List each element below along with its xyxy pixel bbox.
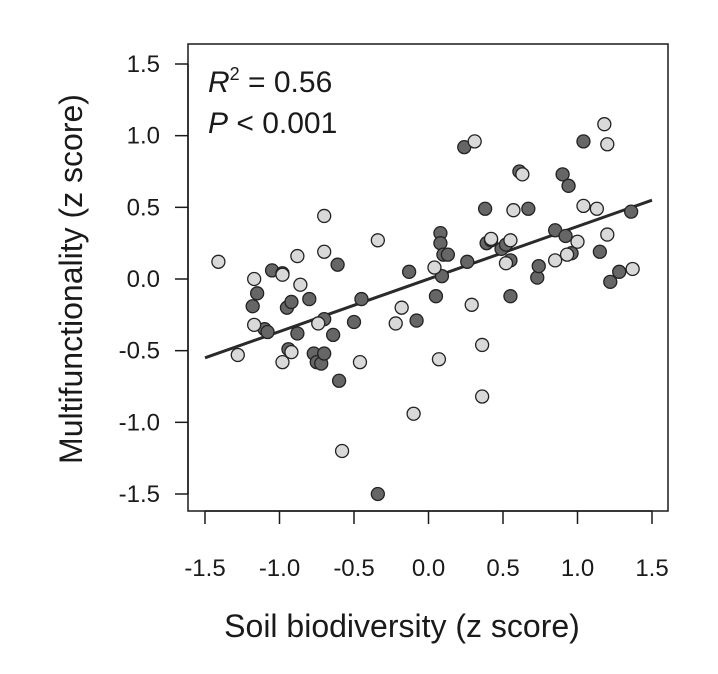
dark-data-point — [354, 291, 369, 307]
light-data-point — [427, 260, 442, 275]
light-data-point — [498, 256, 514, 271]
dark-data-point — [428, 289, 444, 304]
y-tick-label: 1.0 — [127, 123, 160, 150]
dark-data-point — [623, 204, 639, 219]
light-data-point — [388, 316, 403, 331]
dark-data-point — [302, 291, 317, 307]
y-tick-label: 1.5 — [127, 51, 160, 78]
regression-line-layer — [204, 198, 653, 360]
y-tick-label: 0.5 — [127, 194, 160, 221]
light-data-point — [284, 344, 299, 360]
y-tick-label: 0.0 — [127, 266, 160, 293]
dark-data-point — [325, 327, 341, 343]
x-axis-title: Soil biodiversity (z score) — [224, 608, 580, 644]
light-data-point — [483, 231, 499, 247]
light-data-point — [311, 316, 326, 331]
light-data-point — [625, 261, 640, 277]
light-data-point — [247, 317, 262, 333]
light-data-point — [275, 354, 290, 370]
dark-data-point — [401, 264, 417, 279]
r-squared-value: = 0.56 — [240, 66, 333, 99]
dark-data-point — [603, 274, 618, 290]
light-data-point — [503, 233, 518, 248]
regression-line — [204, 198, 653, 360]
light-data-point — [275, 267, 290, 282]
p-value-symbol: P — [208, 107, 228, 140]
p-value-text: < 0.001 — [228, 107, 337, 140]
light-data-point — [600, 137, 615, 152]
light-data-point — [370, 233, 385, 248]
dark-data-point — [503, 289, 518, 304]
light-data-point — [506, 203, 521, 218]
dark-data-point — [330, 257, 345, 272]
dark-data-point — [290, 326, 305, 341]
dark-data-point — [346, 314, 362, 330]
light-data-point — [597, 117, 612, 132]
light-data-point — [317, 208, 332, 224]
light-data-point — [211, 254, 226, 269]
dark-data-point — [409, 313, 424, 328]
light-data-point — [406, 406, 421, 421]
dark-data-point — [249, 286, 265, 301]
light-data-point — [290, 248, 305, 264]
dark-data-point — [370, 486, 385, 502]
dark-data-point — [440, 247, 456, 262]
light-data-point — [334, 443, 350, 459]
y-tick-label: -1.0 — [119, 409, 160, 436]
dark-data-point — [245, 299, 260, 314]
r-squared-symbol: R — [208, 66, 230, 99]
x-tick-label: 1.0 — [561, 555, 594, 582]
dark-data-point — [460, 254, 475, 269]
x-tick-label: 1.5 — [635, 555, 668, 582]
dark-data-point — [531, 258, 546, 274]
x-tick-label: -1.0 — [259, 555, 300, 582]
dark-data-point — [317, 346, 332, 361]
y-axis: 1.5 1.0 0.5 0.0 -0.5 -1.0 -1.5 — [119, 51, 189, 508]
light-data-point — [515, 167, 530, 182]
light-data-point — [474, 337, 490, 353]
dark-data-point — [576, 134, 591, 149]
y-tick-label: -0.5 — [119, 338, 160, 365]
light-data-point — [548, 253, 563, 268]
dark-data-point — [521, 201, 536, 216]
dark-data-point — [331, 373, 347, 388]
light-data-point — [570, 234, 585, 249]
x-tick-label: -0.5 — [333, 555, 374, 582]
light-data-point — [559, 247, 575, 262]
y-tick-label: -1.5 — [119, 481, 160, 508]
light-data-point — [317, 244, 332, 259]
dark-data-point — [558, 228, 573, 244]
r-squared-superscript: 2 — [230, 64, 240, 84]
dark-data-point — [561, 178, 576, 193]
light-data-point — [352, 354, 368, 370]
dark-data-point — [260, 324, 275, 340]
light-data-point — [394, 300, 409, 315]
x-tick-label: 0.0 — [412, 555, 445, 582]
p-value-annotation: P < 0.001 — [208, 107, 337, 140]
dark-data-point — [477, 201, 493, 216]
dark-data-point — [555, 167, 570, 182]
x-tick-label: 0.5 — [486, 555, 519, 582]
x-axis: -1.5 -1.0 -0.5 0.0 0.5 1.0 1.5 — [184, 510, 669, 582]
light-data-point — [247, 271, 262, 287]
dark-data-point — [612, 264, 627, 279]
dark-data-point — [284, 294, 299, 310]
light-data-point — [467, 134, 482, 149]
light-data-point — [576, 198, 591, 214]
light-data-point — [474, 389, 490, 404]
light-data-point — [464, 297, 479, 312]
data-points — [211, 117, 640, 502]
dark-data-point — [592, 244, 607, 259]
light-data-point — [589, 201, 605, 216]
r-squared-annotation: R2 = 0.56 — [208, 64, 332, 99]
y-axis-title: Multifunctionality (z score) — [53, 94, 89, 464]
light-data-point — [600, 227, 615, 242]
light-data-point — [293, 277, 308, 292]
light-data-point — [230, 347, 245, 363]
light-data-point — [431, 352, 447, 367]
x-tick-label: -1.5 — [184, 555, 225, 582]
